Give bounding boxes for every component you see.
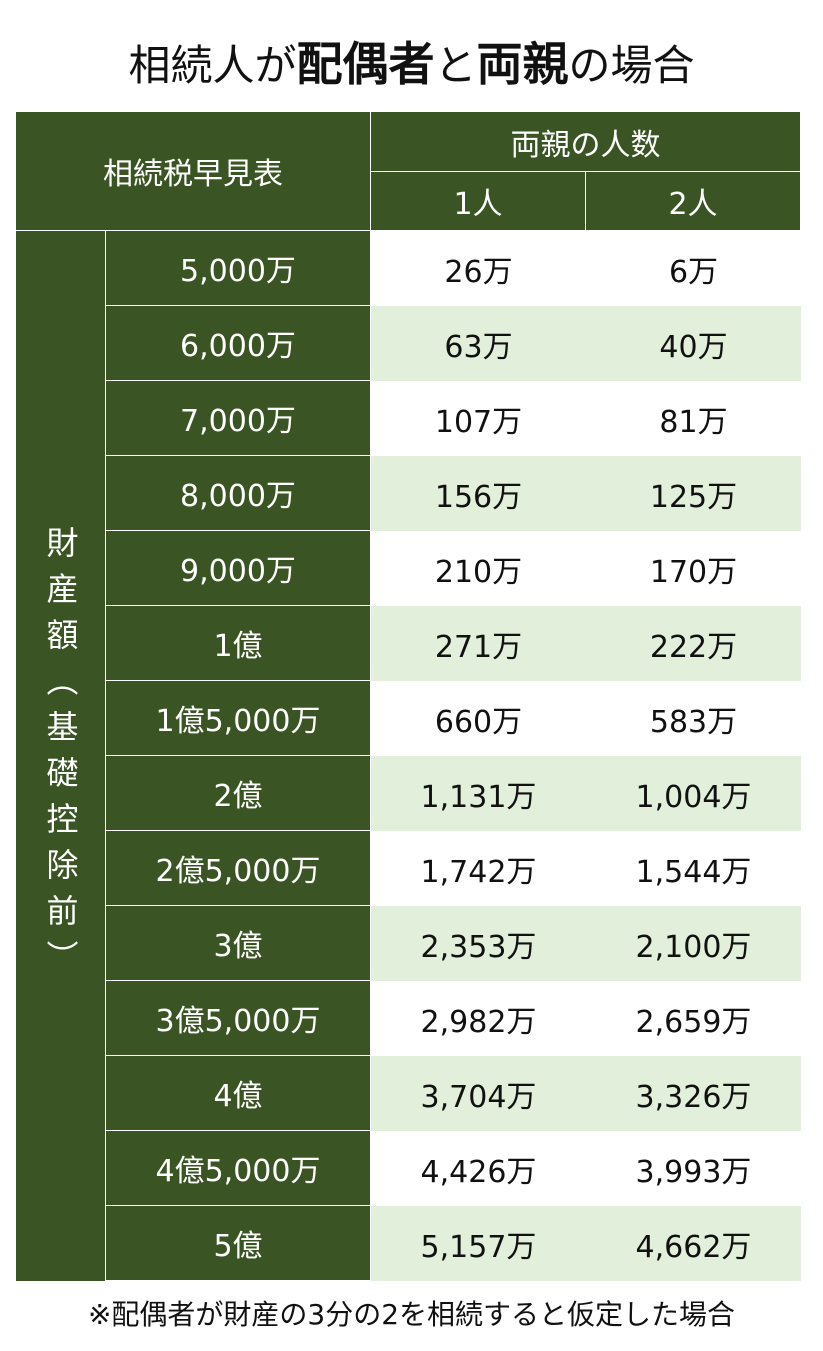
table-cell: 222万 xyxy=(586,606,801,681)
row-label: 2億 xyxy=(106,756,371,831)
table-cell: 1,131万 xyxy=(371,756,586,831)
title-segment: の場合 xyxy=(568,41,695,90)
table-cell: 40万 xyxy=(586,306,801,381)
title-segment: 配偶者 xyxy=(296,37,435,91)
table-cell: 156万 xyxy=(371,456,586,531)
table-cell: 4,662万 xyxy=(586,1206,801,1281)
table-cell: 660万 xyxy=(371,681,586,756)
table-cell: 1,544万 xyxy=(586,831,801,906)
row-label: 1億 xyxy=(106,606,371,681)
row-label: 4億5,000万 xyxy=(106,1131,371,1206)
title-segment: 相続人が xyxy=(128,41,297,90)
group-header: 両親の人数 xyxy=(371,112,801,172)
footnote: ※配偶者が財産の3分の2を相続すると仮定した場合 xyxy=(87,1298,736,1331)
table-cell: 2,982万 xyxy=(371,981,586,1056)
table-cell: 2,659万 xyxy=(586,981,801,1056)
table-cell: 5,157万 xyxy=(371,1206,586,1281)
table-cell: 3,704万 xyxy=(371,1056,586,1131)
table-cell: 271万 xyxy=(371,606,586,681)
row-group-label: 財産額（基礎控除前） xyxy=(16,231,106,1281)
column-header: 2人 xyxy=(586,172,801,231)
row-label: 6,000万 xyxy=(106,306,371,381)
table-cell: 3,326万 xyxy=(586,1056,801,1131)
table-cell: 2,353万 xyxy=(371,906,586,981)
row-label: 9,000万 xyxy=(106,531,371,606)
table-cell: 170万 xyxy=(586,531,801,606)
column-header: 1人 xyxy=(371,172,586,231)
row-label: 5億 xyxy=(106,1206,371,1281)
title: 相続人が配偶者と両親の場合 xyxy=(0,28,823,94)
table-cell: 210万 xyxy=(371,531,586,606)
table-cell: 1,742万 xyxy=(371,831,586,906)
table-cell: 583万 xyxy=(586,681,801,756)
row-label: 7,000万 xyxy=(106,381,371,456)
corner-header: 相続税早見表 xyxy=(16,112,371,231)
table-cell: 4,426万 xyxy=(371,1131,586,1206)
table-cell: 107万 xyxy=(371,381,586,456)
row-label: 3億5,000万 xyxy=(106,981,371,1056)
row-label: 8,000万 xyxy=(106,456,371,531)
title-segment: と xyxy=(434,41,477,90)
table-cell: 6万 xyxy=(586,231,801,306)
table-cell: 3,993万 xyxy=(586,1131,801,1206)
table-cell: 1,004万 xyxy=(586,756,801,831)
row-label: 3億 xyxy=(106,906,371,981)
table-cell: 81万 xyxy=(586,381,801,456)
table-cell: 26万 xyxy=(371,231,586,306)
table-cell: 125万 xyxy=(586,456,801,531)
title-segment: 両親 xyxy=(476,37,569,91)
row-label: 1億5,000万 xyxy=(106,681,371,756)
table-cell: 63万 xyxy=(371,306,586,381)
row-label: 4億 xyxy=(106,1056,371,1131)
row-label: 2億5,000万 xyxy=(106,831,371,906)
row-label: 5,000万 xyxy=(106,231,371,306)
table-cell: 2,100万 xyxy=(586,906,801,981)
